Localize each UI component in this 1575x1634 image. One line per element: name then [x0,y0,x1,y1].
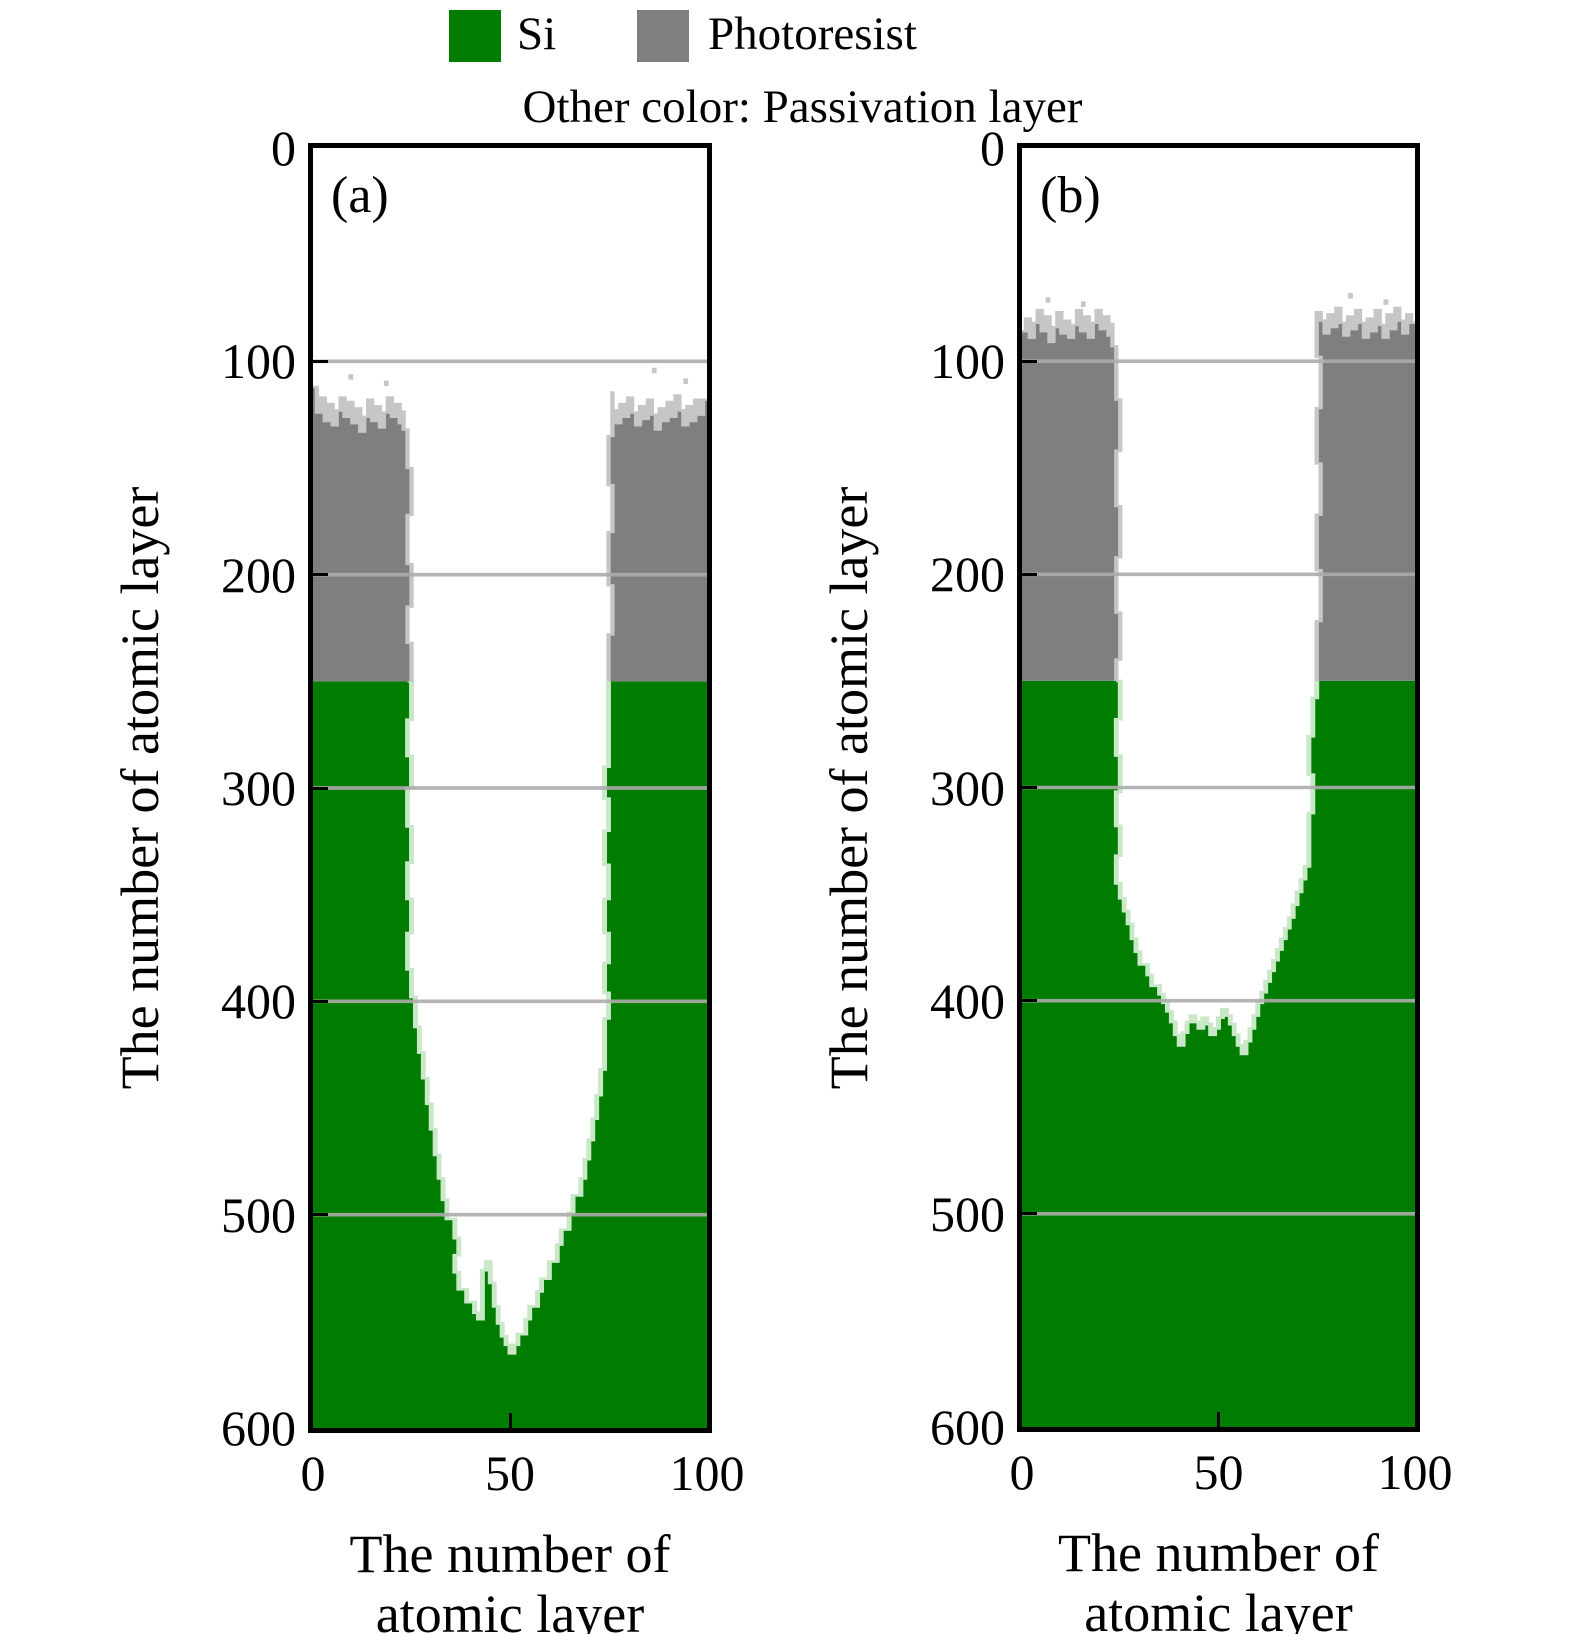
panel-a-passivation-speck-2 [651,367,657,374]
panel-b-pr-passivation-left [1022,308,1123,681]
panel-b-x-tick-label-100: 100 [1377,1444,1453,1500]
legend-swatch-photoresist [637,10,689,62]
panel-a-y-tick-100 [313,359,328,363]
panel-b-si-region [1022,680,1415,1427]
panel-b-y-tick-label-0: 0 [980,120,1005,176]
panel-a-si-passivation-edge [405,680,611,1355]
panel-b-y-tick-label-200: 200 [930,546,1005,603]
panel-a-pr-passivation-right [606,391,707,682]
panel-b-photoresist-left [1022,310,1121,681]
panel-b-y-tick-label-100: 100 [930,333,1005,390]
panel-a-y-tick-label-200: 200 [221,546,296,603]
panel-a-passivation-speck-3 [683,378,689,384]
panel-a-frame [308,143,712,1433]
panel-a-photoresist-right [608,391,707,682]
panel-a-pr-passivation-left [313,385,414,682]
panel-a-y-tick-500 [313,1213,328,1217]
panel-a-x-axis-title: The number of atomic layer [350,1524,671,1634]
legend-note: Other color: Passivation layer [522,81,1083,133]
legend-label-si: Si [517,8,557,60]
panel-a-y-tick-label-500: 500 [221,1186,296,1243]
panel-b-pr-passivation-right [1314,306,1415,681]
panel-b-frame [1017,143,1420,1432]
panel-a-y-tick-300 [313,786,328,790]
panel-a-x-tick-label-100: 100 [669,1445,745,1501]
legend-label-photoresist: Photoresist [708,8,917,60]
panel-a-passivation-speck-1 [383,380,389,387]
panel-a-y-axis-title: The number of atomic layer [110,486,170,1090]
panel-b-passivation-speck-2 [1348,292,1353,299]
panel-b-y-tick-500 [1022,1212,1037,1216]
panel-a-y-tick-label-400: 400 [221,973,296,1030]
panel-a-passivation-speck-0 [348,374,354,380]
panel-b-y-tick-400 [1022,999,1037,1003]
panel-b-y-axis-title: The number of atomic layer [819,486,879,1089]
panel-b-x-axis-title-line-2: atomic layer [1084,1583,1353,1634]
panel-a-label: (a) [331,167,389,224]
panel-a-x-tick-label-0: 0 [300,1445,326,1501]
panel-b-si-passivation-edge [1113,679,1320,1056]
panel-a-x-axis-title-line-2: atomic layer [375,1584,645,1634]
panel-a-y-tick-label-300: 300 [221,760,296,816]
panel-b-plot [1022,292,1415,1427]
legend-swatch-si [449,10,501,62]
panel-a-x-tick-50 [508,1413,512,1428]
panel-b-y-tick-label-600: 600 [930,1399,1005,1455]
panel-b-y-tick-100 [1022,359,1037,363]
panel-b-y-tick-label-500: 500 [930,1185,1005,1242]
panel-b-y-tick-200 [1022,572,1037,576]
panel-b-y-tick-label-400: 400 [930,972,1005,1029]
panel-a-y-tick-label-600: 600 [221,1400,296,1456]
panel-a-x-axis-title-line-1: The number of [349,1524,671,1584]
panel-a-y-tick-label-0: 0 [271,120,296,176]
panel-b-x-tick-label-50: 50 [1193,1444,1244,1500]
panel-b-passivation-speck-1 [1080,301,1086,308]
panel-a-x-tick-label-50: 50 [485,1445,535,1501]
panel-b-photoresist-right [1316,307,1415,681]
panel-b-passivation-speck-3 [1383,299,1389,305]
panel-a-y-tick-200 [313,573,328,577]
panel-b-x-tick-50 [1217,1412,1220,1427]
panel-b-y-tick-label-300: 300 [930,759,1005,816]
panel-a-plot [313,359,707,1428]
panel-a-photoresist-left [313,386,412,682]
panel-a-y-tick-label-100: 100 [221,333,296,390]
panel-b-x-axis-title: The number of atomic layer [1058,1523,1379,1634]
panel-a-y-tick-400 [313,999,328,1003]
panel-b-x-tick-label-0: 0 [1009,1444,1035,1500]
panel-b-passivation-speck-0 [1045,297,1051,303]
panel-b-x-axis-title-line-1: The number of [1058,1523,1379,1583]
panel-b-y-tick-300 [1022,786,1037,789]
panel-b-label: (b) [1040,167,1101,224]
